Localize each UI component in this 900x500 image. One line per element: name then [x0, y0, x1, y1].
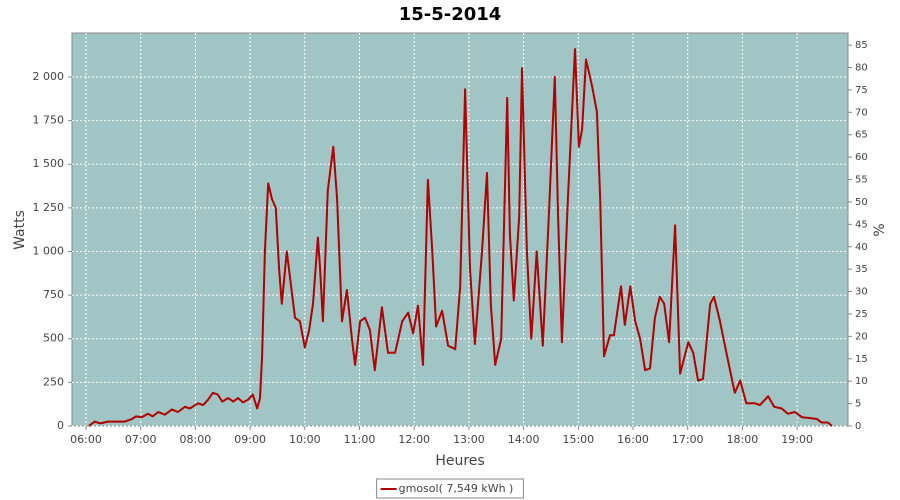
x-tick-label: 16:00 [617, 433, 649, 446]
y2-tick-label: 25 [855, 309, 868, 320]
y2-tick-label: 15 [855, 354, 868, 365]
y2-tick-label: 55 [855, 175, 868, 186]
x-tick-label: 18:00 [727, 433, 759, 446]
x-tick-label: 17:00 [672, 433, 704, 446]
series-line [88, 48, 833, 427]
y2-tick-label: 85 [855, 40, 868, 51]
plot-background [71, 32, 849, 427]
y2-tick-label: 50 [855, 197, 868, 208]
x-tick-label: 11:00 [344, 433, 376, 446]
legend: gmosol( 7,549 kWh ) [376, 478, 524, 499]
chart-title: 15-5-2014 [399, 4, 502, 25]
y-tick-label: 1 000 [33, 244, 65, 257]
x-tick-label: 06:00 [70, 433, 102, 446]
x-tick-label: 09:00 [234, 433, 266, 446]
x-tick-label: 14:00 [508, 433, 540, 446]
y-axis-label: Watts [12, 210, 28, 250]
y-tick-label: 2 000 [33, 70, 65, 83]
y2-tick-label: 80 [855, 63, 868, 74]
x-tick-label: 12:00 [398, 433, 430, 446]
y-tick-label: 250 [43, 375, 64, 388]
legend-box [376, 478, 524, 499]
x-tick-label: 19:00 [781, 433, 813, 446]
y2-tick-label: 5 [855, 399, 861, 410]
y2-tick-label: 0 [855, 421, 861, 432]
y2-tick-label: 10 [855, 376, 868, 387]
x-tick-label: 10:00 [289, 433, 321, 446]
y2-tick-label: 70 [855, 107, 868, 118]
y2-tick-label: 20 [855, 331, 868, 342]
y-tick-label: 500 [43, 332, 64, 345]
y-tick-label: 750 [43, 288, 64, 301]
y2-axis-label: % [872, 223, 888, 236]
x-axis-label: Heures [435, 453, 484, 469]
x-tick-label: 13:00 [453, 433, 485, 446]
x-tick-label: 08:00 [180, 433, 212, 446]
y2-tick-label: 40 [855, 242, 868, 253]
y-tick-label: 1 250 [33, 201, 65, 214]
y2-tick-label: 45 [855, 219, 868, 230]
x-tick-label: 15:00 [562, 433, 594, 446]
legend-label: gmosol( 7,549 kWh ) [399, 482, 514, 495]
y-tick-label: 1 500 [33, 157, 65, 170]
y2-tick-label: 75 [855, 85, 868, 96]
x-tick-label: 07:00 [125, 433, 157, 446]
y2-tick-label: 30 [855, 287, 868, 298]
y2-tick-label: 60 [855, 152, 868, 163]
y-tick-label: 1 750 [33, 114, 65, 127]
y2-tick-label: 35 [855, 264, 868, 275]
y-tick-label: 0 [57, 419, 64, 432]
y2-tick-label: 65 [855, 130, 868, 141]
